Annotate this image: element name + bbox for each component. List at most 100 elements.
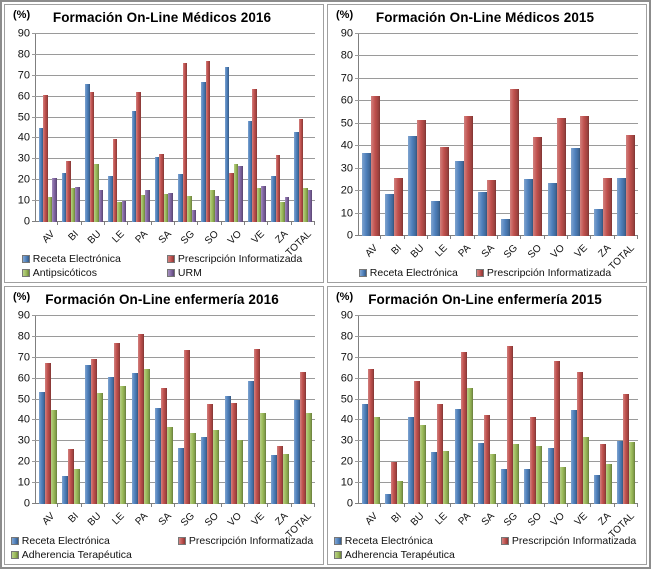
x-category-label: PA <box>133 228 151 246</box>
x-category-label: SA <box>156 510 174 528</box>
legend-item: Prescripción Informatizada <box>475 267 611 279</box>
gridline <box>355 398 638 400</box>
y-tick-label: 20 <box>340 184 353 197</box>
bar <box>233 164 239 222</box>
bar <box>298 118 304 222</box>
gridline <box>355 190 638 192</box>
legend-swatch-icon <box>475 268 484 277</box>
x-category-label: BI <box>66 510 81 526</box>
bar <box>52 178 57 222</box>
bar <box>530 417 537 504</box>
bar-group-so <box>522 316 545 504</box>
y-tick-label: 50 <box>17 393 30 405</box>
gridline <box>32 137 315 139</box>
y-axis: 0 10 20 30 40 50 60 70 80 90 <box>332 28 358 241</box>
chart-plot-area: 0 10 20 30 40 50 60 70 80 90 <box>332 310 638 509</box>
gridline <box>355 356 638 358</box>
x-cell: TOTAL <box>284 502 316 541</box>
bar <box>117 202 122 222</box>
legend-swatch-icon <box>500 536 509 545</box>
x-category-label: LE <box>110 510 128 528</box>
bar <box>154 157 160 222</box>
legend-swatch-icon <box>333 550 342 559</box>
x-cell: BU <box>405 234 429 266</box>
bar <box>120 385 127 504</box>
bar <box>205 61 211 222</box>
bar <box>454 160 464 236</box>
y-tick-label: 90 <box>17 27 30 40</box>
bar <box>73 469 80 504</box>
gridline <box>355 419 638 421</box>
bar-group-pa <box>129 316 152 504</box>
x-category-label: SG <box>502 510 521 529</box>
gridline <box>32 356 315 358</box>
bar <box>513 444 520 504</box>
y-tick-label: 30 <box>340 434 353 447</box>
x-cell: BI <box>381 234 405 266</box>
y-axis-unit-label: (%) <box>13 9 31 21</box>
bar <box>524 178 534 236</box>
bar <box>108 376 115 504</box>
x-category-label: ZA <box>273 228 291 246</box>
bar <box>373 417 380 504</box>
bar <box>414 380 421 504</box>
gridline <box>32 179 315 181</box>
x-category-label: BI <box>389 242 404 258</box>
bar-group-total <box>615 316 638 504</box>
x-axis-labels: AV BI BU LE PA SA SG SO VO VE ZA TOTAL <box>35 502 316 541</box>
bar <box>178 447 185 504</box>
x-category-label: VE <box>249 510 268 528</box>
gridline <box>32 200 315 201</box>
bar <box>85 365 92 504</box>
y-tick-label: 10 <box>17 194 30 207</box>
chart-legend: Receta Electrónica Prescripción Informati… <box>358 267 611 279</box>
bar <box>89 92 95 222</box>
bar <box>67 448 74 504</box>
chart-panel-medicos-2015: (%) Formación On-Line Médicos 2015 0 10 20… <box>327 4 647 283</box>
x-cell: PA <box>128 502 152 534</box>
bar <box>140 194 146 222</box>
bar <box>547 183 557 236</box>
bar-group-za <box>592 316 615 504</box>
legend-item: Adherencia Terapéutica <box>333 549 455 561</box>
legend-swatch-icon <box>10 550 19 559</box>
gridline <box>32 95 315 97</box>
plot-region <box>32 33 315 222</box>
bar <box>553 360 560 504</box>
y-tick-label: 40 <box>17 131 30 144</box>
bar <box>94 164 99 222</box>
x-cell: VO <box>545 234 569 266</box>
x-cell: VE <box>568 502 592 534</box>
bar <box>603 177 613 236</box>
bar-group-av <box>36 316 59 504</box>
bar <box>238 165 243 222</box>
bar <box>284 196 290 222</box>
x-category-label: BI <box>66 228 81 244</box>
bar <box>145 189 150 222</box>
bar-group-pa <box>452 34 475 236</box>
bar <box>277 446 284 504</box>
bar <box>367 369 374 504</box>
x-category-label: LE <box>110 228 128 246</box>
bar <box>510 88 520 236</box>
gridline <box>32 502 315 504</box>
bar <box>582 437 589 504</box>
bar-group-za <box>269 316 292 504</box>
bar <box>576 372 583 504</box>
y-axis-unit-label: (%) <box>13 291 31 303</box>
x-cell: BU <box>82 502 106 534</box>
gridline <box>32 377 315 379</box>
bar <box>443 450 450 504</box>
bar-group-sa <box>475 34 498 236</box>
bar <box>207 403 214 504</box>
bar <box>408 136 418 236</box>
bar <box>159 154 164 222</box>
x-category-label: PA <box>133 510 151 528</box>
x-cell: SA <box>152 502 176 534</box>
bar-group-so <box>199 34 222 222</box>
y-axis-unit-label: (%) <box>336 291 354 303</box>
y-tick-label: 20 <box>17 455 30 468</box>
bar <box>137 333 144 504</box>
legend-label: Prescripción Informatizada <box>177 252 303 265</box>
y-tick-label: 90 <box>17 309 30 322</box>
